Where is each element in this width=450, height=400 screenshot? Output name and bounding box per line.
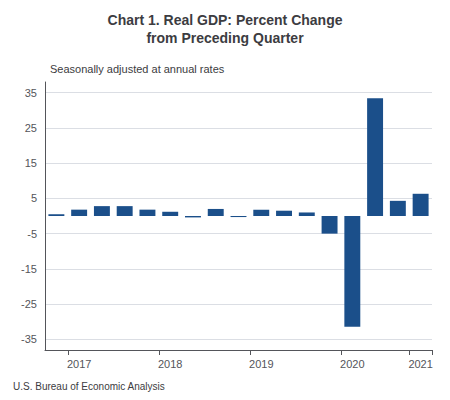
- svg-text:Seasonally adjusted at annual: Seasonally adjusted at annual rates: [50, 63, 225, 75]
- svg-text:2018: 2018: [158, 358, 182, 370]
- svg-text:U.S. Bureau of Economic Analys: U.S. Bureau of Economic Analysis: [13, 381, 165, 392]
- svg-text:15: 15: [25, 157, 37, 169]
- svg-text:2021: 2021: [408, 358, 432, 370]
- svg-text:from Preceding Quarter: from Preceding Quarter: [146, 30, 304, 46]
- svg-text:-15: -15: [21, 263, 37, 275]
- svg-text:2019: 2019: [249, 358, 273, 370]
- svg-text:-35: -35: [21, 333, 37, 345]
- svg-text:2017: 2017: [67, 358, 91, 370]
- svg-text:25: 25: [25, 122, 37, 134]
- svg-text:-25: -25: [21, 298, 37, 310]
- svg-text:35: 35: [25, 87, 37, 99]
- svg-text:Chart 1. Real GDP: Percent Cha: Chart 1. Real GDP: Percent Change: [108, 12, 343, 28]
- svg-text:-5: -5: [27, 228, 37, 240]
- svg-text:5: 5: [31, 192, 37, 204]
- svg-text:2020: 2020: [340, 358, 364, 370]
